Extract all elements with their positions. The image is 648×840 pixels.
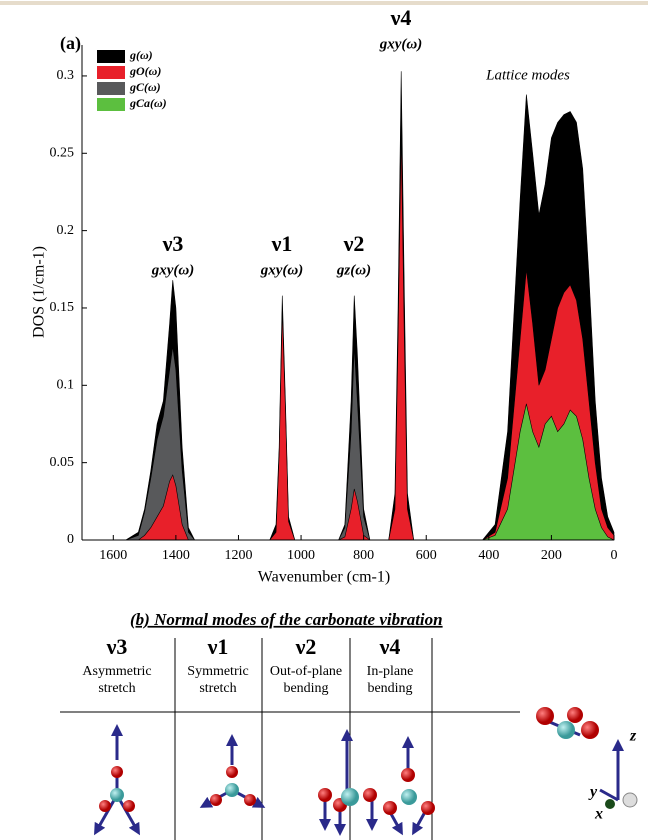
legend-swatch: [97, 98, 125, 111]
y-axis-label: DOS (1/cm-1): [31, 246, 48, 338]
mode-name: Out-of-plane: [270, 664, 342, 679]
mode-name: stretch: [199, 681, 236, 696]
peak-mode: ν1: [271, 231, 293, 256]
y-tick-label: 0.15: [50, 300, 75, 315]
x-tick-label: 1200: [224, 548, 252, 563]
mode-name: Symmetric: [187, 664, 248, 679]
peak-mode: ν4: [390, 5, 412, 30]
x-tick-label: 1000: [287, 548, 315, 563]
annotation: Lattice modes: [485, 67, 570, 83]
panel-label: (a): [60, 33, 81, 54]
peak-dos: gxy(ω): [260, 262, 304, 278]
diagram-title: (b) Normal modes of the carbonate vibrat…: [130, 610, 443, 629]
x-tick-label: 0: [611, 548, 618, 563]
axis-name: z: [629, 728, 637, 745]
legend-label: gO(ω): [129, 64, 161, 78]
y-tick-label: 0.2: [57, 223, 75, 238]
y-tick-label: 0.3: [57, 68, 75, 83]
x-axis-label: Wavenumber (cm-1): [258, 569, 390, 586]
mode-symbol: ν2: [295, 634, 317, 659]
legend-label: gC(ω): [129, 80, 161, 94]
molecule-v2: [318, 729, 378, 836]
peak-mode: ν2: [343, 231, 365, 256]
axis-name: y: [588, 784, 598, 801]
x-tick-label: 1600: [99, 548, 127, 563]
mode-symbol: ν3: [106, 634, 128, 659]
x-tick-label: 1400: [162, 548, 190, 563]
legend-label: g(ω): [129, 48, 153, 62]
mode-symbol: ν4: [379, 634, 401, 659]
reference-molecule: [536, 707, 638, 809]
x-tick-label: 600: [416, 548, 437, 563]
peak-mode: ν3: [162, 231, 184, 256]
y-tick-label: 0.25: [50, 146, 75, 161]
mode-name: Asymmetric: [82, 664, 151, 679]
mode-symbol: ν1: [207, 634, 229, 659]
y-tick-label: 0: [67, 532, 74, 547]
mode-name: bending: [283, 681, 328, 696]
legend-swatch: [97, 50, 125, 63]
peak-dos: gxy(ω): [151, 262, 195, 278]
axis-name: x: [594, 806, 603, 823]
legend-swatch: [97, 66, 125, 79]
peak-dos: gz(ω): [336, 262, 371, 278]
mode-name: stretch: [98, 681, 135, 696]
y-tick-label: 0.05: [50, 455, 75, 470]
mode-name: In-plane: [367, 664, 414, 679]
y-tick-label: 0.1: [57, 378, 75, 393]
molecule-v4: [383, 736, 435, 836]
mode-name: bending: [367, 681, 412, 696]
x-tick-label: 200: [541, 548, 562, 563]
molecule-v3: [94, 724, 140, 836]
legend-swatch: [97, 82, 125, 95]
peak-dos: gxy(ω): [379, 36, 423, 52]
legend-label: gCa(ω): [129, 96, 167, 110]
molecule-v1: [199, 734, 266, 808]
x-tick-label: 800: [353, 548, 374, 563]
x-tick-label: 400: [478, 548, 499, 563]
